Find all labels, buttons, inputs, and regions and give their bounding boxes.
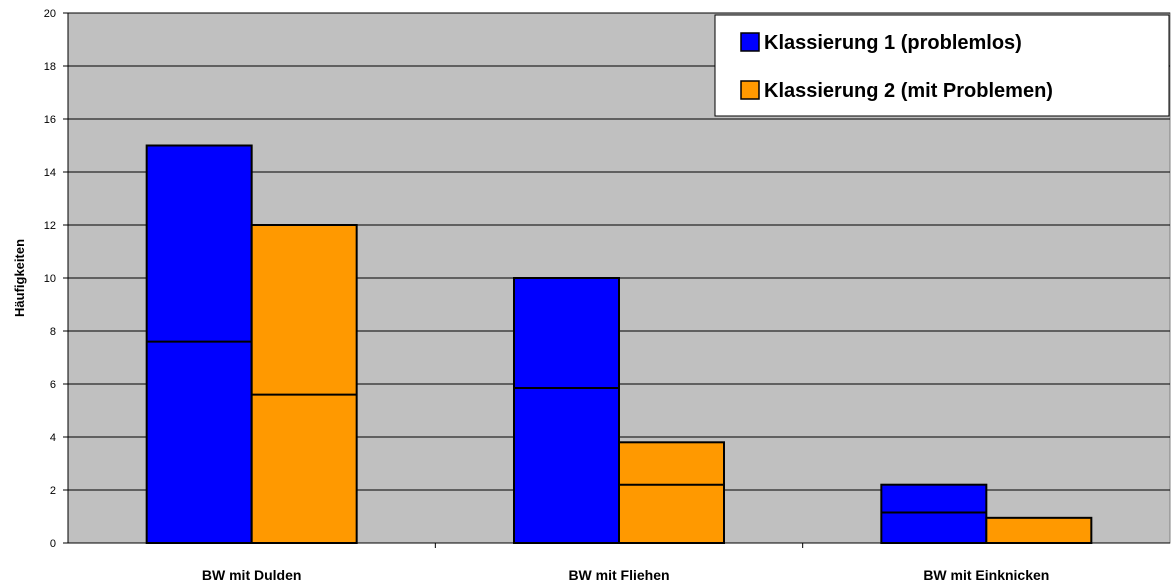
y-tick-label: 10: [44, 273, 56, 285]
bar-1-2: [513, 277, 620, 544]
y-tick-label: 12: [44, 220, 56, 232]
bars: [145, 144, 1093, 545]
y-tick-label: 20: [44, 8, 56, 20]
legend-swatch: [740, 32, 760, 52]
legend-swatch: [740, 80, 760, 100]
legend-box: [714, 14, 1170, 117]
y-tick-label: 4: [50, 432, 56, 444]
x-category-label: BW mit Dulden: [202, 567, 302, 583]
y-tick-label: 18: [44, 61, 56, 73]
bar-2-2: [618, 441, 725, 544]
bar-1-1: [145, 144, 253, 544]
legend: Klassierung 1 (problemlos) Klassierung 2 …: [714, 14, 1170, 117]
axes: 0 2 4 6 8 10 12 14 16 18 20 BW mit Dulden BW mit Fli…: [44, 8, 1170, 583]
bar-2-3: [985, 516, 1093, 545]
bar-1-3: [880, 483, 988, 545]
y-tick-label: 6: [50, 379, 56, 391]
y-tick-label: 2: [50, 485, 56, 497]
x-category-label: BW mit Einknicken: [923, 567, 1049, 583]
y-axis-title: Häufigkeiten: [12, 239, 27, 317]
y-tick-label: 0: [50, 538, 56, 550]
x-category-label: BW mit Fliehen: [568, 567, 669, 583]
y-tick-label: 8: [50, 326, 56, 338]
y-tick-label: 14: [44, 167, 56, 179]
legend-label: Klassierung 1 (problemlos): [764, 32, 1022, 54]
y-tick-label: 16: [44, 114, 56, 126]
bar-2-1: [250, 224, 358, 544]
legend-label: Klassierung 2 (mit Problemen): [764, 80, 1053, 102]
